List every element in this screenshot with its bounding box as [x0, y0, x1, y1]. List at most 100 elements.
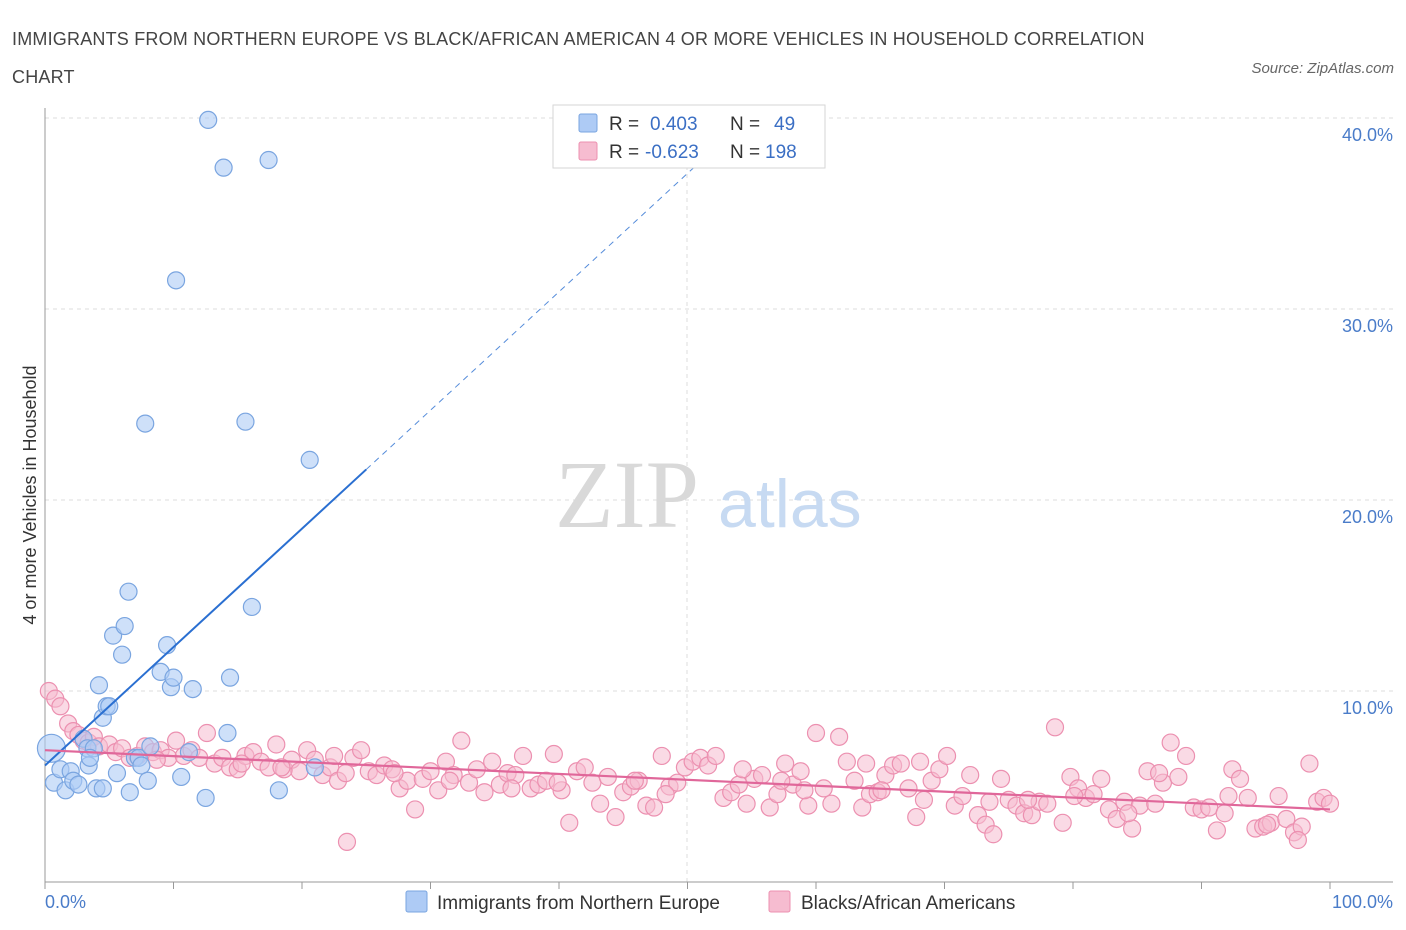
data-point-blacks — [857, 754, 876, 773]
data-point-blacks — [961, 765, 980, 785]
data-point-immigrants — [120, 783, 139, 802]
pink-series-points — [39, 681, 1340, 851]
data-point-blacks — [502, 779, 521, 798]
data-point-blacks — [544, 744, 563, 764]
data-point-blacks — [405, 800, 425, 819]
data-point-blacks — [1119, 804, 1138, 823]
legend-n-label-blue: N = — [730, 114, 760, 135]
chart-source: Source: ZipAtlas.com — [1251, 60, 1394, 77]
legend-swatch-pink — [578, 141, 598, 161]
data-point-immigrants — [115, 616, 134, 636]
data-point-blacks — [845, 771, 864, 790]
data-point-blacks — [1169, 767, 1188, 787]
data-point-immigrants — [112, 645, 132, 664]
legend-swatch-blue — [578, 113, 598, 133]
data-point-blacks — [1215, 804, 1234, 823]
data-point-blacks — [1045, 718, 1065, 737]
data-point-blacks — [267, 735, 286, 754]
data-point-blacks — [729, 775, 749, 794]
data-point-blacks — [1230, 769, 1250, 788]
data-point-blacks — [548, 773, 567, 792]
data-point-immigrants — [80, 748, 100, 767]
blue-series-points — [36, 110, 324, 808]
data-point-immigrants — [214, 158, 233, 177]
y-tick-label: 30.0% — [1342, 316, 1393, 336]
data-point-immigrants — [93, 779, 112, 798]
legend-n-value-blue: 49 — [774, 114, 795, 135]
data-point-blacks — [822, 794, 841, 813]
data-point-blacks — [806, 723, 826, 743]
data-point-blacks — [706, 746, 725, 766]
data-point-blacks — [907, 807, 926, 827]
legend-label-blacks: Blacks/African Americans — [801, 893, 1015, 914]
data-point-blacks — [166, 731, 186, 750]
data-point-immigrants — [300, 450, 319, 469]
data-point-blacks — [891, 754, 910, 773]
data-point-immigrants — [242, 597, 261, 617]
watermark-atlas: atlas — [718, 466, 862, 542]
data-point-blacks — [930, 760, 949, 779]
data-point-immigrants — [157, 636, 177, 655]
data-point-blacks — [337, 832, 357, 851]
chart-title: IMMIGRANTS FROM NORTHERN EUROPE VS BLACK… — [12, 29, 1145, 87]
data-point-immigrants — [132, 756, 151, 775]
data-point-blacks — [325, 746, 344, 766]
legend-r-value-pink: -0.623 — [645, 142, 699, 163]
data-point-blacks — [737, 794, 756, 813]
data-point-blacks — [290, 762, 309, 781]
data-point-blacks — [1038, 794, 1057, 813]
data-point-blacks — [385, 764, 404, 783]
data-point-blacks — [440, 771, 459, 790]
legend-n-value-pink: 198 — [765, 142, 797, 163]
data-point-blacks — [483, 752, 502, 771]
legend-n-label-pink: N = — [730, 142, 760, 163]
data-point-blacks — [197, 723, 217, 743]
data-point-blacks — [1277, 809, 1296, 829]
trend-line-immigrants — [44, 468, 367, 767]
data-point-immigrants — [141, 737, 160, 756]
data-point-blacks — [513, 746, 533, 766]
data-point-immigrants — [236, 412, 255, 431]
data-point-blacks — [625, 771, 644, 790]
series-legend: Immigrants from Northern Europe Blacks/A… — [405, 890, 1015, 914]
y-tick-label: 20.0% — [1342, 507, 1393, 527]
data-point-blacks — [1300, 754, 1319, 773]
data-point-blacks — [853, 798, 872, 817]
data-point-blacks — [475, 783, 494, 802]
data-point-blacks — [652, 746, 671, 766]
data-point-immigrants — [119, 582, 138, 601]
data-point-blacks — [272, 758, 291, 777]
data-point-blacks — [899, 779, 918, 798]
trend-line-blacks — [44, 749, 1331, 811]
data-point-blacks — [1084, 785, 1103, 804]
legend-swatch-blacks — [768, 890, 791, 913]
data-point-blacks — [752, 765, 772, 785]
data-point-blacks — [980, 792, 999, 811]
data-point-blacks — [799, 796, 818, 815]
data-point-immigrants — [259, 150, 278, 170]
data-point-immigrants — [166, 271, 186, 290]
data-point-blacks — [991, 769, 1011, 788]
y-tick-label: 40.0% — [1342, 125, 1393, 145]
data-point-blacks — [984, 825, 1003, 844]
data-point-blacks — [1018, 790, 1038, 809]
legend-label-immigrants: Immigrants from Northern Europe — [437, 893, 720, 914]
watermark-zip: ZIP — [555, 441, 699, 548]
data-point-blacks — [1238, 788, 1257, 808]
data-point-blacks — [1320, 794, 1340, 813]
data-point-immigrants — [136, 414, 155, 433]
data-point-blacks — [606, 807, 625, 827]
y-tick-labels: 10.0% 20.0% 30.0% 40.0% — [1342, 125, 1393, 718]
data-point-blacks — [1269, 786, 1288, 806]
data-point-blacks — [772, 771, 791, 790]
data-point-blacks — [830, 727, 849, 746]
stats-legend: R = 0.403 N = 49 R = -0.623 N = 198 — [552, 104, 826, 169]
data-point-blacks — [1065, 786, 1084, 806]
data-point-blacks — [656, 785, 675, 804]
data-point-blacks — [644, 798, 664, 817]
data-point-blacks — [1176, 746, 1196, 766]
legend-swatch-immigrants — [405, 890, 428, 913]
data-point-blacks — [459, 773, 479, 792]
legend-r-value-blue: 0.403 — [650, 114, 698, 135]
